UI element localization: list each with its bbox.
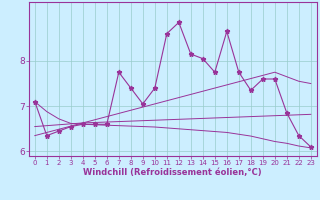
X-axis label: Windchill (Refroidissement éolien,°C): Windchill (Refroidissement éolien,°C) — [84, 168, 262, 177]
